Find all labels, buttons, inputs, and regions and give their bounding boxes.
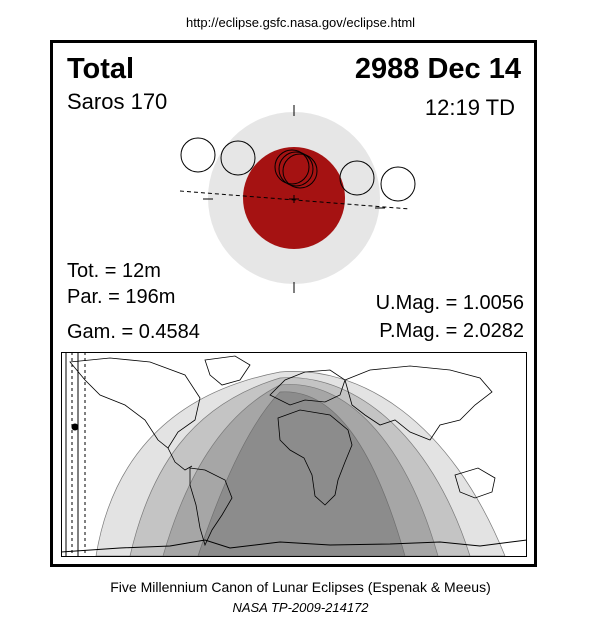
visibility-map bbox=[61, 352, 527, 557]
greenland-outline bbox=[204, 355, 251, 386]
antarctica-outline bbox=[61, 539, 527, 553]
eclipse-panel-frame bbox=[50, 40, 537, 567]
publication-id: NASA TP-2009-214172 bbox=[232, 600, 369, 615]
central-america-outline bbox=[167, 447, 193, 471]
moon-position-p4 bbox=[380, 166, 416, 202]
eclipse-time: 12:19 TD bbox=[424, 95, 515, 120]
moon-position-u3 bbox=[282, 153, 318, 189]
gamma-value: Gam. = 0.4584 bbox=[67, 321, 200, 343]
asia-outline bbox=[344, 365, 493, 441]
canon-credit: Five Millennium Canon of Lunar Eclipses … bbox=[110, 579, 491, 595]
saros-number: Saros 170 bbox=[67, 89, 168, 114]
moon-position-mid bbox=[278, 151, 314, 187]
australia-outline bbox=[454, 467, 496, 499]
moon-position-u2 bbox=[274, 149, 310, 185]
sub-lunar-point-marker bbox=[71, 423, 79, 431]
south-america-outline bbox=[189, 467, 233, 547]
umbral-magnitude: U.Mag. = 1.0056 bbox=[375, 292, 524, 314]
continent-outlines bbox=[69, 355, 496, 547]
eclipse-geometry-diagram bbox=[179, 105, 416, 293]
eclipse-type: Total bbox=[67, 53, 135, 85]
partial-duration: Par. = 196m bbox=[67, 286, 176, 308]
north-america-outline bbox=[69, 357, 201, 449]
visibility-zone-total bbox=[197, 391, 406, 557]
map-border bbox=[61, 352, 527, 557]
totality-duration: Tot. = 12m bbox=[67, 260, 161, 282]
moon-path-line bbox=[179, 190, 411, 210]
moon-position-p1 bbox=[180, 137, 216, 173]
moon-position-u4 bbox=[339, 160, 375, 196]
penumbral-magnitude: P.Mag. = 2.0282 bbox=[379, 320, 524, 342]
source-url[interactable]: http://eclipse.gsfc.nasa.gov/eclipse.htm… bbox=[185, 15, 416, 30]
europe-outline bbox=[269, 369, 346, 406]
africa-outline bbox=[277, 409, 353, 506]
eclipse-date: 2988 Dec 14 bbox=[354, 53, 521, 85]
moon-position-u1 bbox=[220, 140, 256, 176]
